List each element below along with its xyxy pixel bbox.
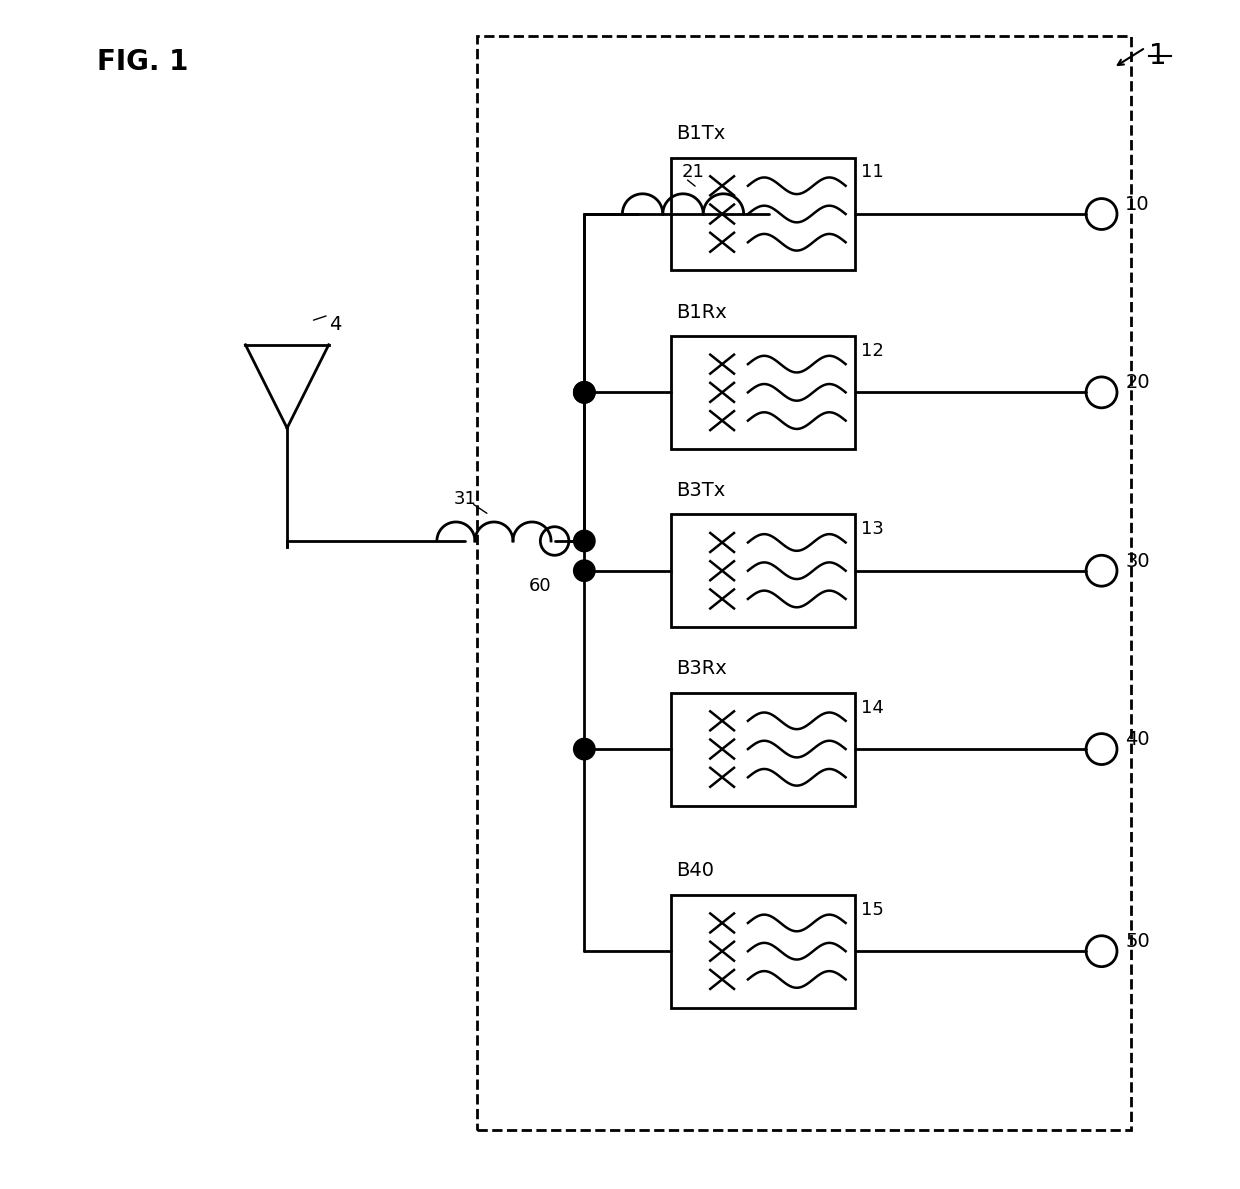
Text: 50: 50 xyxy=(1126,932,1149,951)
Text: FIG. 1: FIG. 1 xyxy=(97,48,188,76)
FancyBboxPatch shape xyxy=(671,514,854,628)
Text: B3Tx: B3Tx xyxy=(677,482,725,501)
Text: 11: 11 xyxy=(861,164,884,182)
Text: 60: 60 xyxy=(528,577,551,594)
Text: 10: 10 xyxy=(1126,195,1149,214)
Text: 15: 15 xyxy=(861,901,884,919)
Text: 1: 1 xyxy=(1149,42,1167,70)
Text: 12: 12 xyxy=(861,342,884,360)
Text: 40: 40 xyxy=(1126,730,1149,749)
Circle shape xyxy=(574,382,595,403)
Circle shape xyxy=(574,382,595,403)
FancyBboxPatch shape xyxy=(671,335,854,448)
FancyBboxPatch shape xyxy=(671,692,854,806)
Text: 21: 21 xyxy=(682,163,704,181)
Circle shape xyxy=(574,560,595,581)
FancyBboxPatch shape xyxy=(671,158,854,271)
Circle shape xyxy=(574,530,595,552)
Text: B1Rx: B1Rx xyxy=(677,303,727,322)
Text: 14: 14 xyxy=(861,699,884,717)
FancyBboxPatch shape xyxy=(671,894,854,1008)
Text: 4: 4 xyxy=(329,315,341,334)
Text: 20: 20 xyxy=(1126,373,1149,392)
Text: B40: B40 xyxy=(677,862,714,880)
Circle shape xyxy=(574,738,595,760)
Text: 31: 31 xyxy=(454,490,476,508)
Text: B3Rx: B3Rx xyxy=(677,660,727,678)
Text: B1Tx: B1Tx xyxy=(677,125,725,144)
Text: 13: 13 xyxy=(861,521,884,539)
Text: 30: 30 xyxy=(1126,552,1149,571)
